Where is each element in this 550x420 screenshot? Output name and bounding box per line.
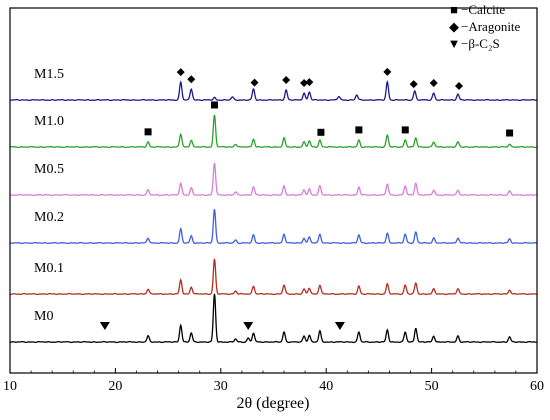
series-line-m0-5 [9, 163, 538, 197]
legend-symbol: ◆ [449, 19, 459, 34]
series-line-m0-1 [9, 258, 537, 296]
x-tick-label: 30 [214, 379, 228, 394]
aragonite-marker [300, 79, 309, 88]
beta-c2s-marker [243, 322, 254, 330]
series-label-m0-5: M0.5 [34, 162, 64, 177]
plot-area [9, 79, 538, 344]
x-tick-label: 40 [319, 379, 333, 394]
calcite-marker [317, 128, 325, 136]
aragonite-marker [282, 75, 291, 84]
series-line-m0-2 [9, 209, 538, 245]
aragonite-marker [176, 68, 185, 77]
beta-c2s-marker [334, 322, 345, 330]
calcite-marker [355, 126, 363, 134]
calcite-marker [401, 126, 409, 134]
aragonite-marker [187, 75, 196, 84]
series-label-m1-0: M1.0 [34, 114, 64, 129]
calcite-marker [210, 101, 218, 109]
series-label-m0-2: M0.2 [34, 210, 64, 225]
calcite-marker [144, 128, 152, 136]
legend-symbol: ■ [450, 2, 458, 17]
aragonite-marker [429, 79, 438, 88]
aragonite-marker [250, 78, 259, 87]
aragonite-marker [305, 78, 314, 87]
legend-label: −β-C₂S [461, 36, 500, 51]
aragonite-marker [455, 82, 464, 91]
series-label-m0: M0 [34, 309, 53, 324]
legend-label: −Calcite [461, 2, 505, 17]
series-label-m1-5: M1.5 [34, 67, 64, 82]
series-line-m0 [9, 293, 538, 344]
aragonite-marker [383, 67, 392, 76]
x-axis-ticks: 10 20 30 40 50 60 [3, 368, 544, 394]
series-label-m0-1: M0.1 [34, 261, 64, 276]
phase-marker-layer [99, 67, 514, 330]
x-axis-title: 2θ (degree) [237, 395, 310, 412]
series-line-m1-5 [9, 79, 538, 102]
beta-c2s-marker [99, 322, 110, 330]
series-line-m1-0 [9, 114, 538, 149]
legend-symbol: ▼ [448, 36, 461, 51]
series-labels: M1.5 M1.0 M0.5 M0.2 M0.1 M0 [34, 67, 64, 324]
x-tick-label: 10 [3, 379, 17, 394]
calcite-marker [506, 129, 514, 137]
plot-frame [9, 7, 538, 374]
legend: ■ −Calcite◆ −Aragonite▼ −β-C₂S [448, 2, 521, 51]
x-tick-label: 60 [530, 379, 544, 394]
aragonite-marker [409, 80, 418, 89]
legend-label: −Aragonite [461, 19, 521, 34]
x-tick-label: 50 [425, 379, 439, 394]
x-tick-label: 20 [108, 379, 122, 394]
